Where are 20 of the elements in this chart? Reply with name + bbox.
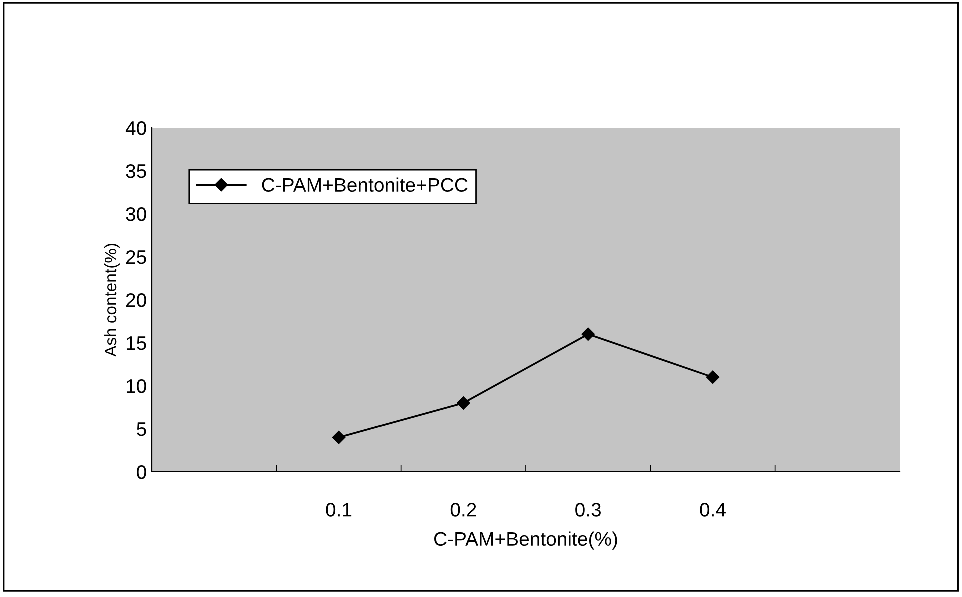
x-tick-label: 0.4 — [700, 503, 726, 517]
y-tick-label: 15 — [126, 336, 146, 350]
point — [457, 396, 470, 410]
legend-label: C-PAM+Bentonite+PCC — [262, 178, 468, 192]
x-tick-label: 0.3 — [576, 503, 601, 517]
point — [706, 370, 720, 384]
y-tick-label: 0 — [137, 465, 146, 480]
y-tick-label: 25 — [126, 250, 146, 264]
y-tick-label: 20 — [126, 293, 146, 308]
x-axis-title: C-PAM+Bentonite(%) — [434, 532, 618, 550]
y-tick-label: 40 — [126, 121, 146, 136]
x-tick-label: 0.2 — [450, 503, 476, 517]
y-tick-label: 10 — [126, 379, 146, 394]
y-axis-title: Ash content(%) — [104, 244, 120, 357]
y-tick-label: 5 — [137, 422, 146, 436]
point — [332, 431, 346, 444]
x-tick-label: 0.1 — [326, 503, 352, 517]
y-tick-label: 30 — [126, 207, 146, 222]
y-tick-label: 35 — [126, 164, 146, 178]
point — [582, 328, 595, 341]
